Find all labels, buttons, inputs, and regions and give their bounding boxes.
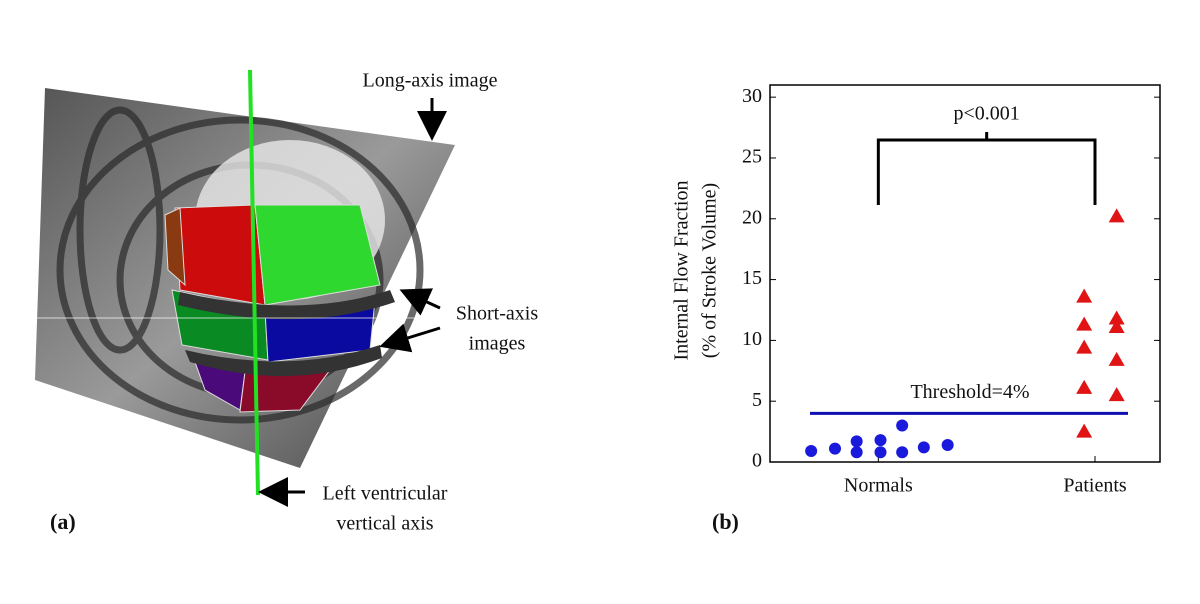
x-tick-label: Normals xyxy=(844,475,913,497)
triangle-marker xyxy=(1108,387,1125,402)
y-tick-label: 10 xyxy=(742,328,762,350)
arrow xyxy=(399,288,441,316)
panel-label: (b) xyxy=(712,509,739,534)
y-axis-label: (% of Stroke Volume) xyxy=(699,183,721,358)
triangle-marker xyxy=(1108,351,1125,366)
significance-bracket xyxy=(876,132,1097,205)
arrow xyxy=(379,323,441,353)
vertical-axis-line xyxy=(248,69,260,496)
circle-marker xyxy=(896,419,909,432)
circle-marker xyxy=(874,434,887,447)
short-axis-label: Short-axis xyxy=(456,303,538,325)
y-tick-label: 0 xyxy=(752,450,762,472)
circle-marker xyxy=(874,446,887,459)
long-axis-label: Long-axis image xyxy=(363,70,498,92)
triangle-marker xyxy=(1076,288,1093,303)
panel-a: Long-axis image Short-axis images Left v… xyxy=(0,70,538,535)
y-axis-label: Internal Flow Fraction xyxy=(671,181,693,361)
heart-model xyxy=(164,204,395,413)
triangle-marker xyxy=(1108,208,1125,223)
circle-marker xyxy=(896,446,909,459)
panel-b: (b) 0 5 10 15 20 25 30 Normals Patients Internal … xyxy=(671,84,1161,534)
circle-marker xyxy=(805,445,818,458)
threshold-label: Threshold=4% xyxy=(910,381,1029,403)
short-axis-label: images xyxy=(469,333,526,355)
y-tick-label: 5 xyxy=(752,389,762,411)
circle-marker xyxy=(917,441,930,454)
triangle-marker xyxy=(1076,379,1093,394)
circle-marker xyxy=(850,435,863,448)
triangle-marker xyxy=(1076,423,1093,438)
y-tick-label: 15 xyxy=(742,267,762,289)
y-tick-label: 30 xyxy=(742,85,762,107)
y-tick-label: 20 xyxy=(742,206,762,228)
panel-label: (a) xyxy=(50,509,76,534)
triangle-marker xyxy=(1076,316,1093,331)
circle-marker xyxy=(941,438,954,451)
annotation: p<0.001 xyxy=(954,103,1020,125)
y-tick-label: 25 xyxy=(742,146,762,168)
vertical-axis-label: Left ventricular xyxy=(323,483,448,505)
vertical-axis-label: vertical axis xyxy=(336,513,433,535)
circle-marker xyxy=(850,446,863,459)
triangle-marker xyxy=(1108,319,1125,334)
plot-frame xyxy=(769,84,1161,463)
triangle-marker xyxy=(1076,339,1093,354)
x-tick-label: Patients xyxy=(1063,475,1127,497)
triangle-marker xyxy=(1108,310,1125,325)
circle-marker xyxy=(829,442,841,455)
